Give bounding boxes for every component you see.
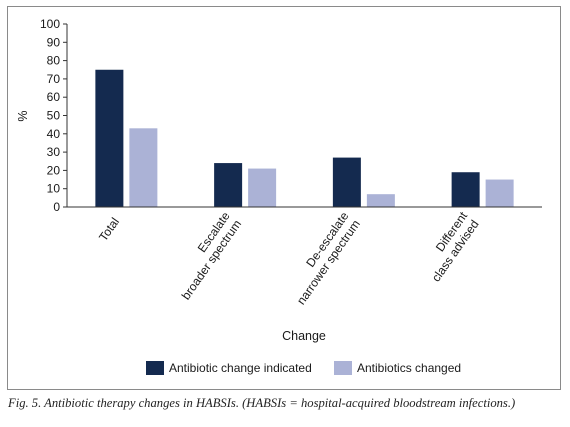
y-tick-label: 20 [47,163,61,177]
y-tick-label: 70 [47,72,61,86]
legend-label: Antibiotics changed [357,361,461,375]
bars [95,69,514,207]
y-tick-label: 100 [40,17,60,31]
x-axis: Total Escalatebroader spectrum De-escalate… [67,206,542,307]
x-tick-label-line: Total [96,215,122,244]
x-tick-label: Total [96,215,122,244]
y-tick-label: 90 [47,35,61,49]
y-tick-label: 10 [47,182,61,196]
y-tick-label: 80 [47,54,61,68]
figure-caption: Fig. 5. Antibiotic therapy changes in HA… [8,396,516,410]
legend-label: Antibiotic change indicated [169,361,312,375]
x-tick-label: Differentclass advised [417,209,482,285]
y-tick-label: 0 [53,200,60,214]
bar [332,157,361,207]
x-axis-title: Change [282,329,326,343]
figure-frame [7,6,561,390]
bar [451,172,480,207]
bar [485,179,514,207]
bar [366,194,395,207]
bar [129,128,158,207]
bar [95,69,124,207]
y-axis-title: % [16,110,30,121]
legend: Antibiotic change indicated Antibiotics c… [146,361,461,375]
y-axis: 0 10 20 30 40 50 60 70 80 90 100 [40,17,68,214]
legend-swatch [146,361,164,375]
x-tick-label: De-escalatenarrower spectrum [283,209,363,307]
legend-swatch [334,361,352,375]
bar-chart: 0 10 20 30 40 50 60 70 80 90 100 Total Escalatebroa… [16,17,542,375]
y-tick-label: 50 [47,109,61,123]
bar [214,163,243,207]
y-tick-label: 30 [47,145,61,159]
bar [248,168,277,207]
y-tick-label: 40 [47,127,61,141]
y-tick-label: 60 [47,90,61,104]
x-tick-label: Escalatebroader spectrum [167,209,244,302]
